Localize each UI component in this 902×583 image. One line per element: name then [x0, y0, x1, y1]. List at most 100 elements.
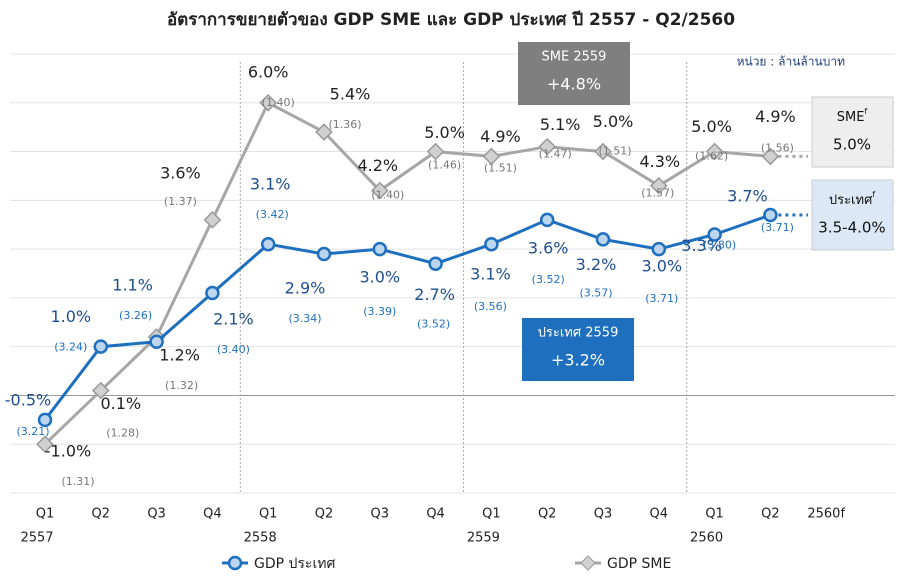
point-note: (1.36) [328, 118, 361, 131]
data-label: 4.9% [755, 107, 796, 126]
data-label: 5.0% [593, 112, 634, 131]
point-marker [538, 137, 557, 156]
x-tick-label: Q3 [371, 507, 390, 522]
annual-box-value: +3.2% [551, 351, 605, 370]
point-note: (1.37) [164, 195, 197, 208]
data-label: 5.0% [424, 123, 465, 142]
point-marker [707, 227, 722, 242]
point-marker [260, 236, 276, 252]
annual-box-label: SME 2559 [542, 50, 607, 65]
legend-marker [227, 555, 243, 571]
x-tick-label: Q2 [315, 507, 334, 522]
point-note: (3.40) [217, 343, 250, 356]
data-label: 3.1% [250, 175, 291, 194]
point-marker [595, 232, 611, 247]
data-label: 2.1% [213, 310, 254, 329]
point-marker [426, 142, 445, 161]
point-marker [651, 241, 667, 257]
x-group-label: 2558 [244, 531, 277, 546]
point-marker [315, 123, 333, 141]
point-note: (3.52) [532, 273, 565, 286]
point-note: (3.71) [761, 221, 794, 234]
series-line [43, 213, 771, 421]
point-marker [370, 181, 389, 200]
forecast-sup: f [872, 190, 875, 199]
point-note: (1.57) [641, 187, 674, 200]
x-tick-label: Q2 [538, 507, 557, 522]
point-note: (3.42) [256, 208, 289, 221]
legend-label: GDP ประเทศ [254, 556, 335, 572]
point-marker [428, 256, 443, 271]
x-tick-label: Q2 [92, 507, 111, 522]
point-marker [539, 212, 555, 228]
data-label: 3.6% [160, 163, 201, 182]
data-label: 2.7% [414, 285, 455, 304]
x-tick-label: Q4 [426, 507, 445, 522]
point-note: (3.26) [119, 309, 152, 322]
x-tick-label: Q3 [147, 507, 166, 522]
data-label: 6.0% [248, 62, 289, 81]
data-label: 3.6% [528, 238, 569, 257]
annual-box [518, 42, 630, 105]
data-label: 3.0% [641, 257, 682, 276]
forecast-box-value: 5.0% [833, 136, 871, 154]
data-label: 5.0% [691, 117, 732, 136]
point-note: (3.57) [579, 286, 612, 299]
point-marker [649, 176, 668, 195]
point-note: (1.28) [106, 427, 139, 440]
data-label: 4.2% [357, 156, 398, 175]
data-label: 1.2% [159, 345, 200, 364]
point-note: (3.39) [363, 305, 396, 318]
annual-box [522, 318, 634, 381]
forecast-box-value: 3.5-4.0% [818, 219, 885, 237]
forecast-box [811, 179, 894, 251]
x-group-label: 2557 [20, 531, 53, 546]
point-marker [205, 285, 220, 301]
point-marker [705, 142, 724, 161]
data-label: 5.4% [330, 85, 371, 104]
legend-marker [580, 555, 596, 571]
point-note: (1.56) [761, 141, 794, 154]
forecast-sup: f [864, 107, 867, 116]
legend-label: GDP SME [607, 556, 671, 572]
point-note: (1.32) [165, 379, 198, 392]
point-note: (1.62) [695, 150, 728, 163]
forecast-box-label: ประเทศf [829, 190, 875, 208]
forecast-name: SME [837, 110, 865, 125]
data-label: 3.0% [359, 268, 400, 287]
unit-note: หน่วย : ล้านล้านบาท [737, 55, 846, 69]
x-tick-label: Q2 [761, 507, 780, 522]
data-label: 1.0% [50, 307, 91, 326]
point-marker [763, 207, 778, 223]
x-tick-label: Q4 [203, 507, 222, 522]
point-note: (1.51) [484, 161, 517, 174]
data-label: 1.1% [112, 275, 153, 294]
point-marker [259, 93, 278, 112]
data-label: 3.7% [727, 186, 768, 205]
data-label: 0.1% [100, 394, 141, 413]
point-marker [484, 236, 499, 252]
point-marker [482, 147, 501, 166]
forecast-box-label: SMEf [837, 107, 868, 125]
data-label: 3.2% [576, 255, 617, 274]
point-note: (1.40) [262, 96, 295, 109]
point-note: (1.51) [598, 145, 631, 158]
x-tick-label: Q3 [594, 507, 613, 522]
point-marker [93, 339, 109, 354]
annual-box-value: +4.8% [547, 75, 601, 94]
point-marker [36, 435, 54, 454]
point-marker [203, 211, 222, 229]
point-note: (1.31) [61, 475, 94, 488]
forecast-name: ประเทศ [829, 193, 873, 208]
data-label: 3.1% [470, 265, 511, 284]
point-note: (1.47) [539, 148, 572, 161]
x-tick-label: Q1 [482, 507, 501, 522]
point-marker [594, 142, 612, 161]
point-note: (1.40) [371, 189, 404, 202]
point-note: (3.24) [54, 341, 87, 354]
point-marker [316, 246, 332, 262]
point-note: (3.21) [16, 425, 49, 438]
data-label: 4.9% [480, 127, 521, 146]
chart-title: อัตราการขยายตัวของ GDP SME และ GDP ประเท… [167, 9, 735, 30]
data-label: 2.9% [285, 278, 326, 297]
